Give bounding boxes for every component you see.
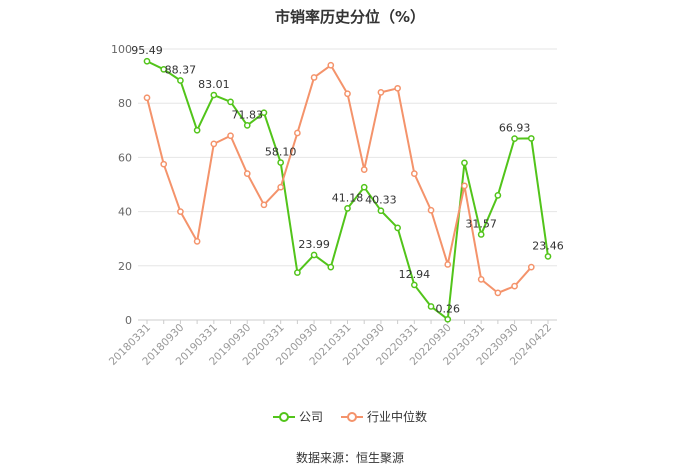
data-label: 23.46 (532, 239, 564, 252)
y-tick-label: 20 (118, 260, 132, 273)
source-note: 数据来源：恒生聚源 (295, 451, 404, 465)
data-label: 12.94 (399, 268, 431, 281)
data-label: 40.33 (365, 194, 397, 207)
data-label: 0.26 (436, 302, 461, 315)
series-point-1 (461, 182, 468, 190)
series-point-1 (160, 160, 168, 168)
series-point-0 (143, 57, 151, 65)
series-point-0 (394, 224, 401, 232)
legend-swatch-industry-median (341, 411, 363, 422)
y-tick-label: 80 (118, 97, 132, 110)
series-point-1 (210, 140, 218, 148)
series-point-1 (227, 132, 234, 140)
series-point-1 (477, 276, 485, 283)
series-point-0 (277, 159, 285, 166)
data-label: 95.49 (131, 44, 163, 57)
series-point-1 (394, 84, 401, 92)
y-tick-label: 60 (118, 151, 132, 164)
series-point-0 (210, 91, 218, 99)
series-point-1 (444, 261, 452, 268)
data-label: 41.18 (332, 191, 364, 204)
series-point-0 (511, 135, 518, 142)
series-point-0 (310, 251, 318, 259)
legend-item-industry-median[interactable]: 行业中位数 (341, 408, 427, 425)
series-point-0 (461, 159, 468, 167)
series-point-1 (260, 201, 268, 209)
series-point-1 (193, 238, 201, 245)
series-point-0 (527, 135, 535, 142)
series-point-0 (260, 109, 268, 117)
legend: 公司 行业中位数 (0, 408, 700, 425)
legend-label-industry-median: 行业中位数 (367, 410, 428, 424)
series-point-1 (310, 74, 318, 81)
series-point-1 (143, 94, 151, 102)
series-line-0 (146, 60, 549, 321)
series-point-1 (527, 263, 535, 271)
series-point-0 (227, 98, 234, 106)
legend-label-company: 公司 (298, 410, 323, 424)
series-point-1 (294, 129, 301, 137)
series-point-0 (327, 263, 335, 271)
series-point-0 (427, 303, 435, 310)
series-point-0 (377, 207, 385, 215)
series-point-1 (277, 183, 285, 191)
series-point-0 (294, 269, 301, 276)
series-point-0 (544, 253, 552, 260)
series-point-0 (344, 205, 351, 212)
series-layer (143, 57, 552, 323)
chart-title: 市销率历史分位（%） (274, 8, 426, 26)
series-point-0 (177, 77, 184, 84)
series-line-1 (146, 64, 533, 294)
series-point-1 (494, 289, 502, 297)
legend-swatch-company (272, 411, 295, 422)
series-point-0 (477, 231, 485, 238)
y-tick-label: 0 (125, 314, 132, 327)
series-point-0 (444, 315, 452, 323)
series-point-1 (360, 166, 368, 173)
series-point-0 (494, 191, 502, 199)
series-point-1 (410, 170, 418, 178)
legend-item-company[interactable]: 公司 (272, 408, 323, 425)
y-tick-label: 100 (111, 43, 132, 56)
series-point-0 (193, 126, 201, 134)
y-tick-label: 40 (118, 206, 132, 219)
data-label: 58.10 (265, 146, 297, 159)
axis-layer: 0204060801002018033120180930201903312019… (107, 43, 557, 368)
series-point-1 (344, 90, 351, 98)
series-point-1 (327, 61, 335, 69)
series-point-1 (177, 208, 184, 215)
data-label: 31.57 (465, 217, 497, 230)
data-label: 66.93 (499, 122, 531, 135)
series-point-1 (377, 89, 385, 96)
data-label: 88.37 (165, 64, 197, 77)
series-point-0 (160, 65, 168, 73)
series-point-0 (360, 183, 368, 191)
series-point-1 (427, 206, 435, 214)
series-point-1 (243, 170, 251, 178)
series-point-0 (410, 281, 418, 289)
data-label: 83.01 (198, 78, 230, 91)
series-point-0 (243, 121, 251, 129)
series-point-1 (511, 282, 518, 290)
data-label: 71.83 (232, 108, 264, 121)
data-label: 23.99 (298, 238, 330, 251)
